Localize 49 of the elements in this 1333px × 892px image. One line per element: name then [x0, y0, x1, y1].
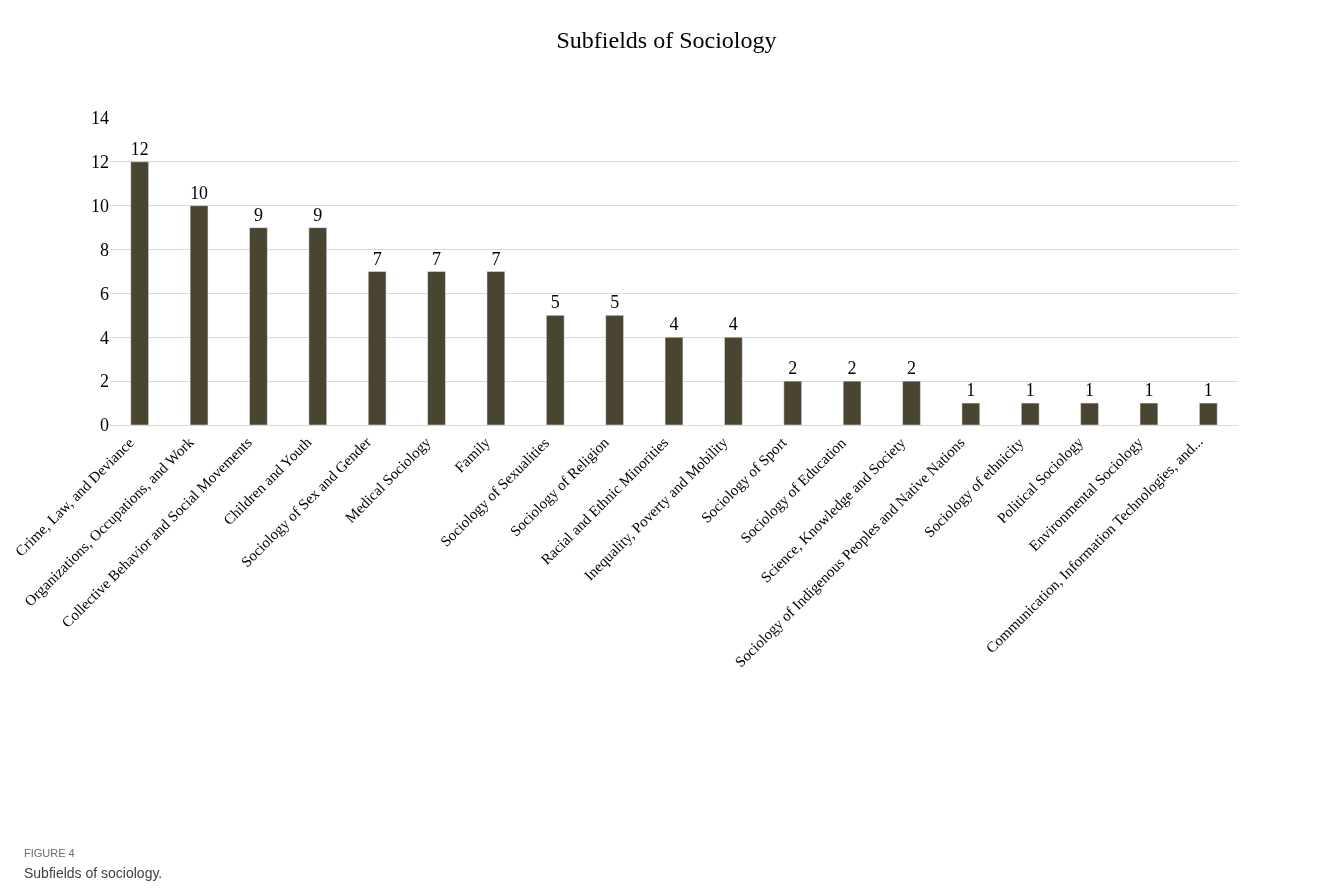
data-label: 12 — [130, 138, 149, 159]
data-label: 1 — [1144, 380, 1154, 401]
data-label: 7 — [432, 248, 442, 269]
data-label: 5 — [550, 292, 560, 313]
bar — [902, 380, 921, 425]
bar — [961, 402, 980, 425]
data-label: 1 — [1025, 380, 1035, 401]
bar — [1080, 402, 1099, 425]
bar — [427, 271, 446, 425]
y-tick-label: 8 — [100, 239, 109, 260]
bar — [249, 227, 268, 425]
data-label: 7 — [372, 248, 382, 269]
bar — [189, 205, 209, 425]
data-label: 1 — [1085, 380, 1095, 401]
text: Subfields of sociology. — [24, 865, 163, 881]
y-tick-label: 14 — [91, 108, 109, 129]
bar — [605, 315, 624, 425]
data-label: 5 — [610, 292, 620, 313]
bar — [1139, 402, 1159, 425]
data-label: 9 — [313, 204, 323, 225]
data-label: 10 — [190, 182, 209, 203]
data-label: 2 — [906, 358, 916, 379]
bar — [783, 380, 802, 425]
data-label: 4 — [669, 314, 679, 335]
data-label: 7 — [491, 248, 501, 269]
y-tick-label: 2 — [100, 371, 109, 392]
bar — [664, 337, 684, 425]
bar — [842, 380, 862, 425]
bar — [486, 271, 506, 425]
bar — [546, 315, 565, 425]
data-label: 1 — [966, 380, 976, 401]
data-label: 2 — [847, 358, 857, 379]
bar — [368, 271, 387, 425]
data-label: 1 — [1203, 380, 1213, 401]
data-label: 9 — [253, 204, 263, 225]
bar — [1021, 402, 1040, 425]
bar — [724, 337, 743, 425]
y-tick-label: 12 — [91, 152, 109, 173]
bar — [1199, 402, 1218, 425]
y-tick-label: 10 — [91, 196, 109, 217]
bar — [130, 161, 149, 425]
data-label: 2 — [788, 358, 798, 379]
data-label: 4 — [728, 314, 738, 335]
y-tick-label: 6 — [100, 283, 109, 304]
chart-title: Subfields of Sociology — [556, 27, 777, 54]
caption: FIGURE 4 — [24, 847, 75, 859]
y-tick-label: 0 — [100, 415, 109, 436]
bar — [308, 227, 327, 425]
y-tick-label: 4 — [100, 327, 109, 348]
